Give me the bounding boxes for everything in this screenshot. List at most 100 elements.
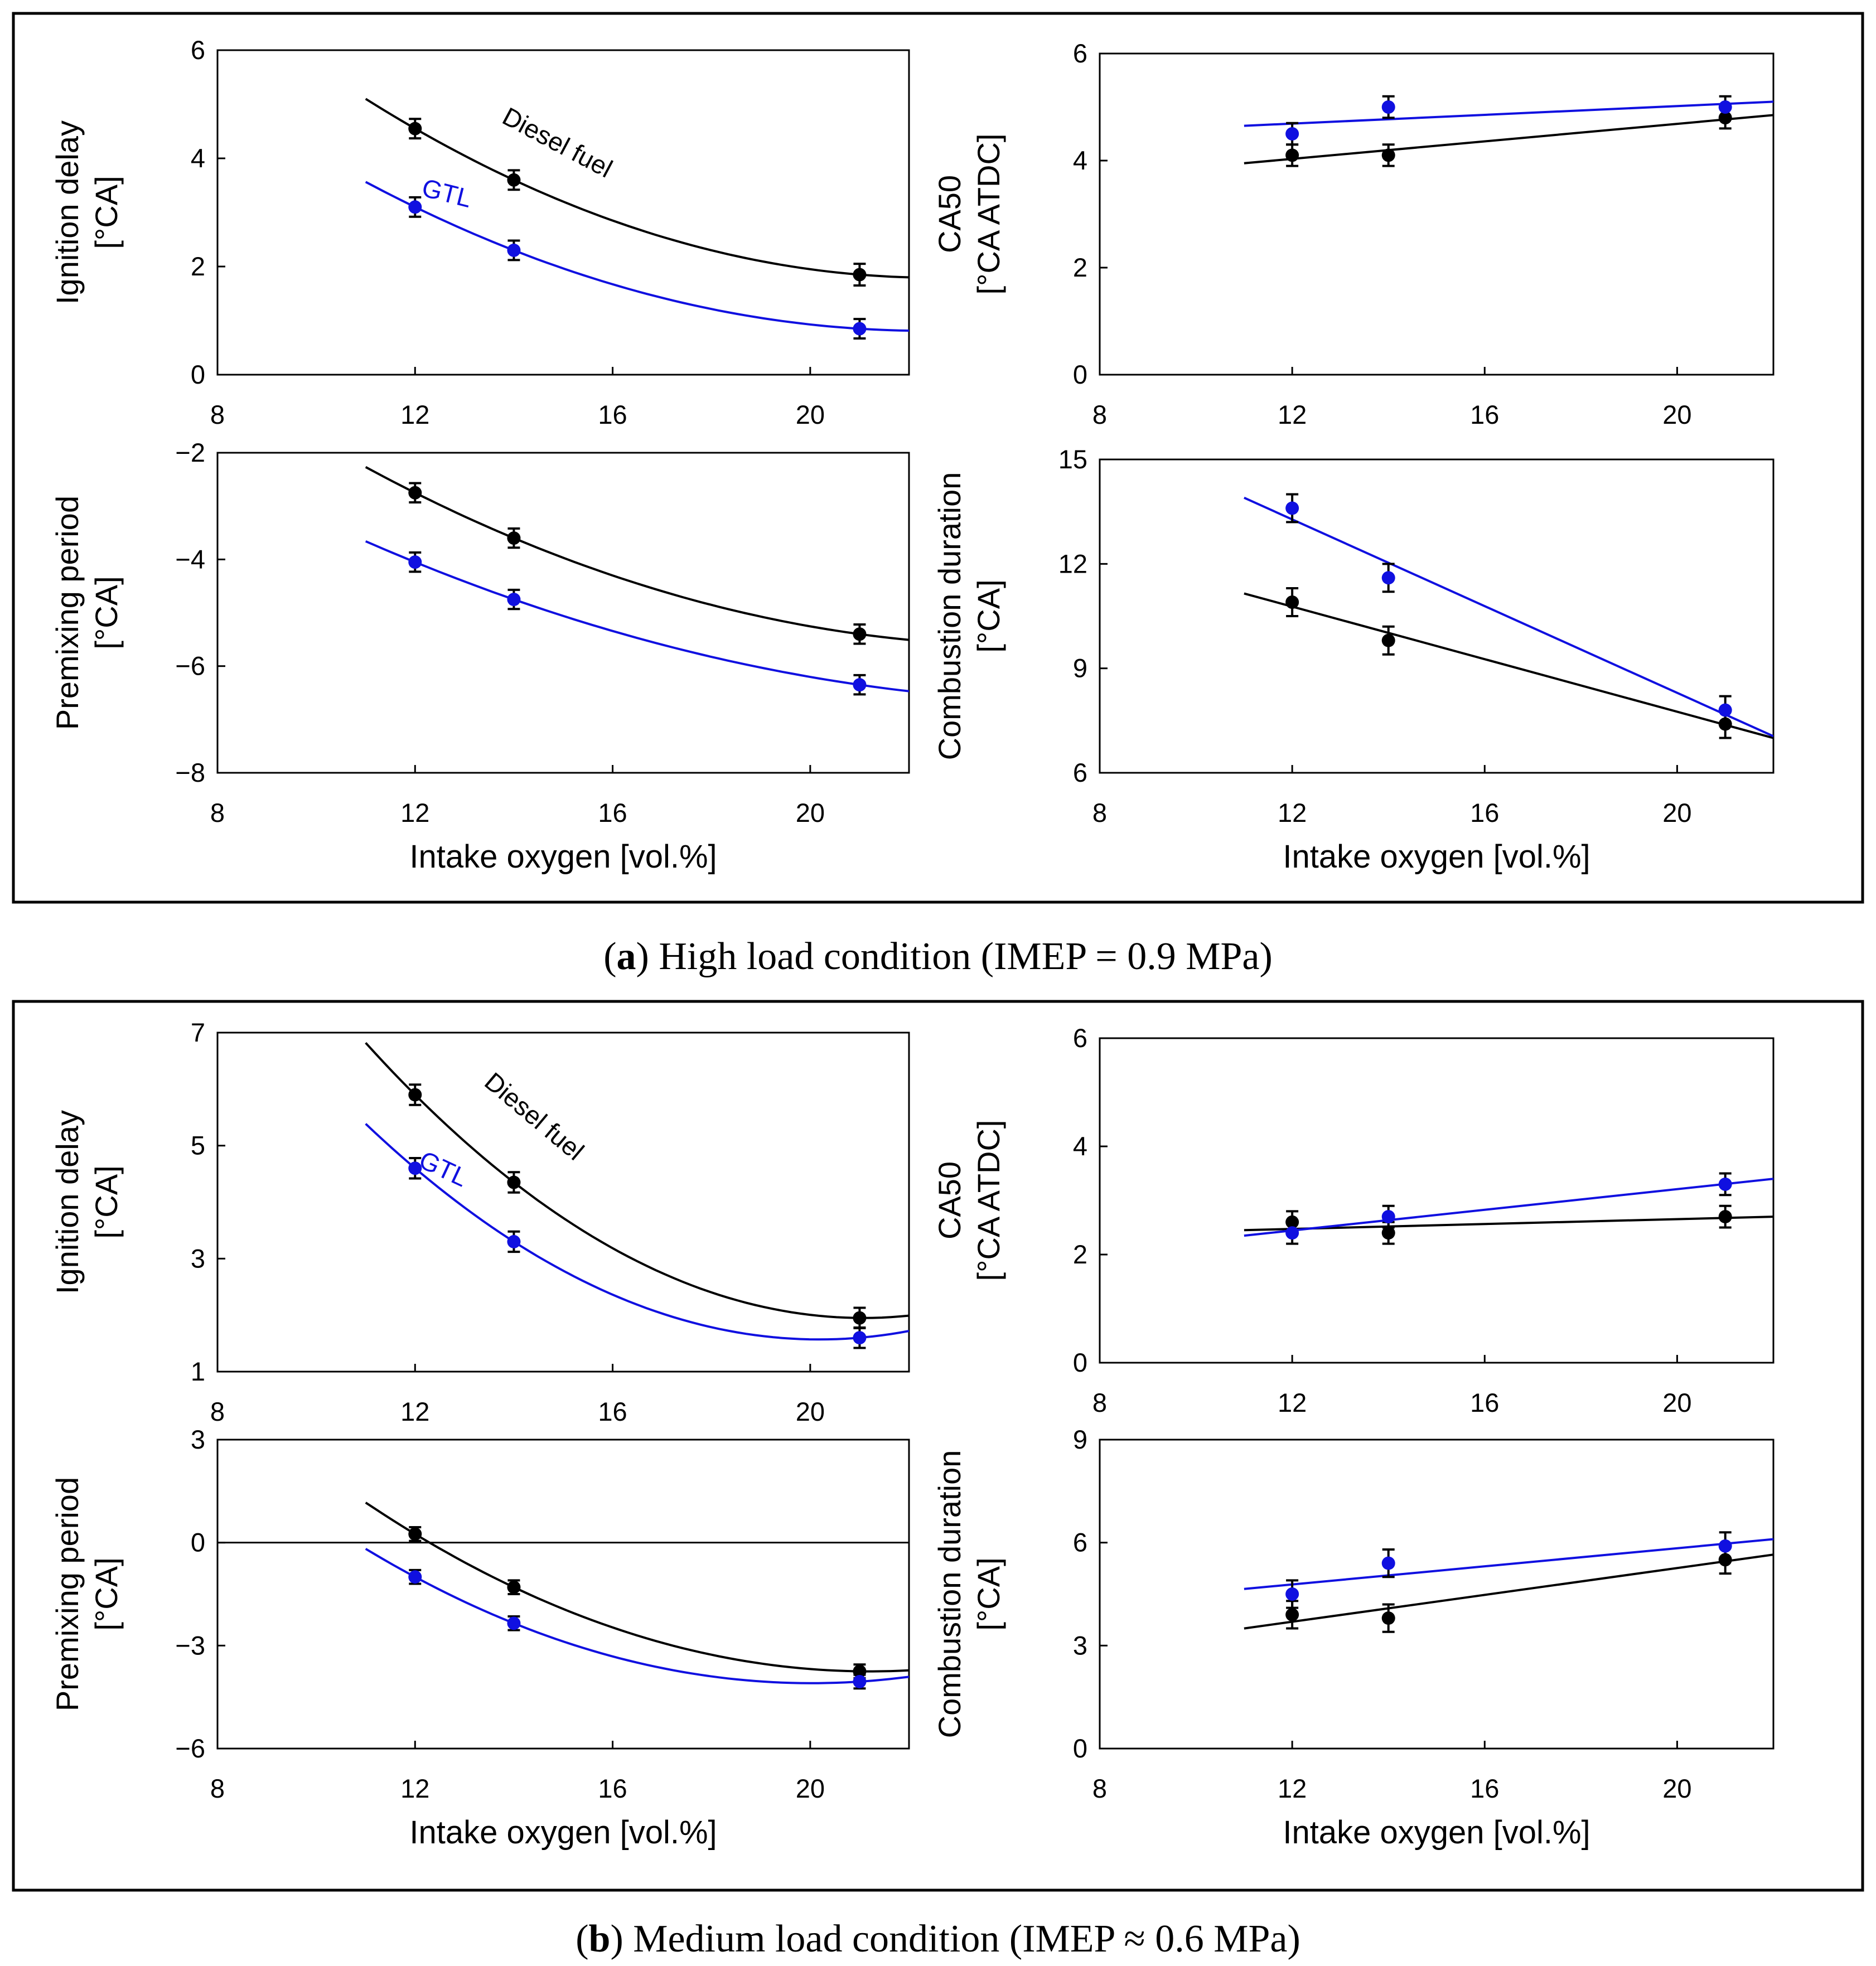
data-point-gtl (1718, 703, 1732, 717)
fit-line-gtl (365, 181, 909, 332)
y-tick-label: 6 (1073, 1023, 1087, 1053)
caption-a-text: ) High load condition (IMEP = 0.9 MPa) (636, 935, 1273, 978)
data-point-diesel (1381, 633, 1395, 647)
fit-line-gtl (365, 1123, 909, 1341)
data-point-gtl (408, 200, 422, 214)
y-tick-label: −2 (175, 438, 205, 467)
chart-b2: 0 2 4 6 8 12 16 20 CA50 [°CA ATDC] (932, 1023, 1775, 1417)
x-tick-label: 8 (210, 1774, 225, 1803)
data-point-diesel (1381, 1226, 1395, 1240)
y-axis-label: [°CA] (89, 576, 124, 649)
y-tick-label: 12 (1058, 549, 1087, 578)
y-axis-label: [°CA] (89, 176, 124, 249)
x-tick-label: 12 (1278, 798, 1307, 827)
series-gtl (365, 1548, 909, 1690)
data-point-diesel (1381, 1611, 1395, 1625)
data-point-diesel (1285, 148, 1299, 162)
data-point-gtl (408, 1161, 422, 1175)
series-diesel (1244, 106, 1773, 167)
y-tick-label: 9 (1073, 1425, 1087, 1454)
y-tick-label: −6 (175, 651, 205, 681)
y-axis-label: [°CA] (971, 1557, 1006, 1630)
x-tick-label: 8 (210, 798, 225, 827)
data-point-diesel (853, 1311, 867, 1325)
series-diesel (1244, 1204, 1773, 1245)
y-tick-label: 3 (191, 1425, 205, 1454)
y-axis-label: Ignition delay (50, 120, 85, 304)
panel-a-frame (12, 12, 1864, 904)
chart-b1: 1 3 5 7 8 12 16 20 Ignition delay [°CA] Diesel fue… (50, 1018, 910, 1426)
y-axis-label: [°CA ATDC] (971, 134, 1006, 295)
fit-line-gtl (1244, 1178, 1773, 1237)
y-axis-label: Ignition delay (50, 1110, 85, 1294)
data-point-gtl (1381, 571, 1395, 585)
x-tick-label: 12 (400, 1397, 429, 1426)
y-tick-label: 0 (1073, 1348, 1087, 1377)
data-point-gtl (1381, 1556, 1395, 1570)
y-tick-label: 0 (191, 360, 205, 389)
y-tick-label: 0 (1073, 360, 1087, 389)
caption-b-text: ) Medium load condition (IMEP ≈ 0.6 MPa) (610, 1917, 1300, 1960)
y-tick-label: 7 (191, 1018, 205, 1047)
series-diesel (1244, 1544, 1773, 1633)
plot-frame (1099, 52, 1775, 376)
series-diesel (365, 98, 909, 287)
x-tick-label: 12 (1278, 400, 1307, 429)
data-point-diesel (853, 627, 867, 641)
data-point-diesel (1285, 595, 1299, 609)
data-point-diesel (1285, 1607, 1299, 1621)
y-axis-label: Premixing period (50, 1477, 85, 1711)
y-axis-label: Premixing period (50, 496, 85, 730)
y-tick-label: 0 (191, 1528, 205, 1557)
y-tick-label: 1 (191, 1357, 205, 1386)
y-tick-label: 9 (1073, 653, 1087, 683)
x-tick-label: 12 (400, 400, 429, 429)
x-tick-label: 16 (1470, 400, 1499, 429)
y-tick-label: 3 (191, 1243, 205, 1273)
data-point-gtl (1718, 1539, 1732, 1553)
y-tick-label: 4 (191, 143, 205, 173)
data-point-diesel (408, 1527, 422, 1541)
y-tick-label: 4 (1073, 1131, 1087, 1161)
fit-line-gtl (1244, 1538, 1773, 1590)
data-point-diesel (853, 268, 867, 282)
data-point-diesel (507, 1175, 521, 1189)
data-point-gtl (507, 1234, 521, 1248)
x-tick-label: 20 (796, 798, 825, 827)
y-tick-label: −4 (175, 544, 205, 574)
x-axis-label: Intake oxygen [vol.%] (1283, 839, 1590, 875)
chart-a2: 0 2 4 6 8 12 16 20 CA50 [°CA ATDC] (932, 38, 1775, 429)
x-axis-label: Intake oxygen [vol.%] (409, 839, 717, 875)
plot-frame (216, 1439, 910, 1750)
x-tick-label: 8 (210, 400, 225, 429)
series-gtl (365, 181, 909, 340)
y-tick-label: 6 (1073, 38, 1087, 68)
chart-a4: 6 9 12 15 8 12 16 20 Combustion duration [°CA] Int… (932, 444, 1775, 875)
y-tick-label: 2 (1073, 1239, 1087, 1269)
fit-line-gtl (365, 1548, 909, 1684)
x-tick-label: 20 (1662, 400, 1691, 429)
fit-line-gtl (365, 540, 909, 693)
y-tick-label: 0 (1073, 1733, 1087, 1763)
fit-line-gtl (1244, 100, 1773, 127)
fit-line-diesel (1244, 114, 1773, 164)
x-axis-label: Intake oxygen [vol.%] (1283, 1814, 1590, 1851)
y-tick-label: 2 (1073, 253, 1087, 282)
annotation-gtl: GTL (419, 173, 475, 213)
plot-frame (216, 1032, 910, 1373)
fit-line-diesel (365, 1502, 909, 1673)
series-diesel (365, 1042, 909, 1329)
y-tick-label: 3 (1073, 1630, 1087, 1660)
annotation-gtl: GTL (415, 1145, 472, 1192)
x-tick-label: 16 (1470, 1388, 1499, 1417)
y-tick-label: 6 (1073, 758, 1087, 787)
fit-line-diesel (365, 1042, 909, 1319)
fit-line-diesel (1244, 1553, 1773, 1630)
caption-a-letter: a (617, 935, 636, 978)
data-point-diesel (408, 122, 422, 135)
y-axis-label: [°CA ATDC] (971, 1120, 1006, 1281)
x-tick-label: 20 (796, 400, 825, 429)
chart-b4: 0 3 6 9 8 12 16 20 Combustion duration [°CA] Intak… (932, 1425, 1775, 1851)
data-point-diesel (1381, 148, 1395, 162)
